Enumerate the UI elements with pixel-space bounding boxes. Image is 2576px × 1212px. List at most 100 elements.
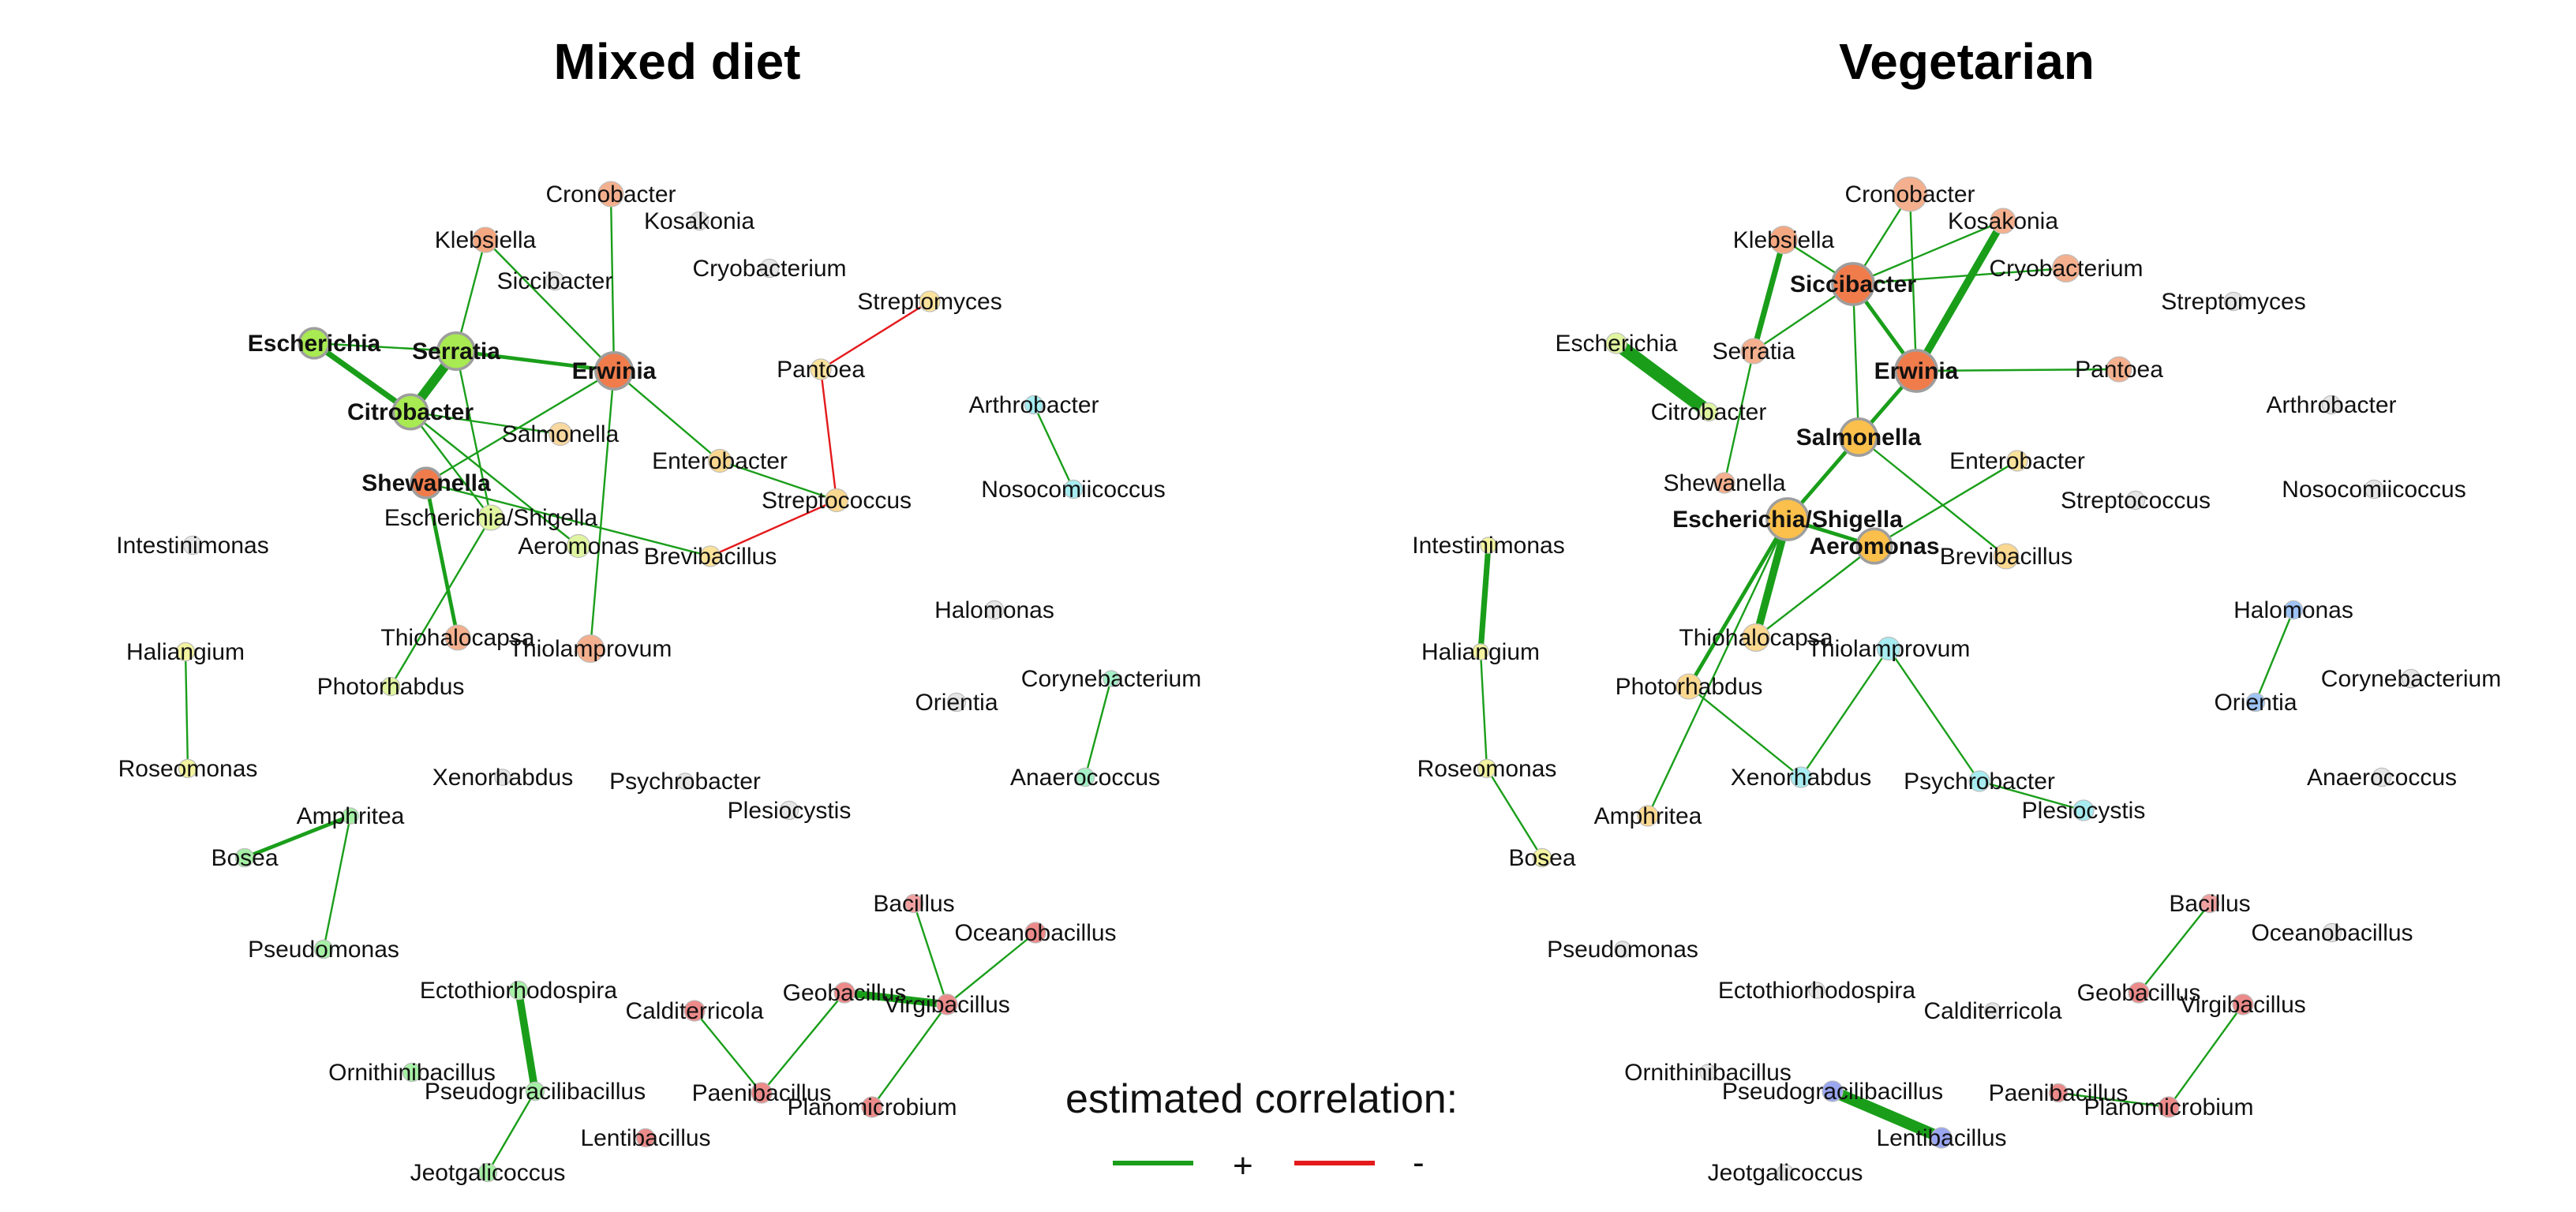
node-kosakonia: Kosakonia	[1948, 208, 2058, 234]
node-label: Klebsiella	[1733, 227, 1835, 253]
node-circle	[1742, 623, 1771, 652]
node-circle	[1103, 670, 1120, 687]
node-circle	[2372, 767, 2392, 787]
node-label: Geobacillus	[783, 980, 907, 1006]
node-circle	[1637, 805, 1659, 827]
node-geobacillus: Geobacillus	[783, 980, 907, 1006]
node-pseudomonas: Pseudomonas	[1547, 937, 1698, 963]
node-thiolamprovum: Thiolamprovum	[1807, 636, 1971, 662]
node-escherichia: Escherichia	[1555, 331, 1677, 357]
node-circle	[2125, 490, 2146, 511]
node-circle	[597, 181, 624, 208]
node-aeromonas: Aeromonas	[1809, 527, 1940, 565]
node-virgibacillus: Virgibacillus	[2180, 992, 2306, 1018]
node-enterobacter: Enterobacter	[1949, 448, 2085, 474]
node-label: Amphritea	[1594, 803, 1702, 829]
node-circle	[2200, 893, 2220, 914]
node-streptococcus: Streptococcus	[762, 488, 912, 514]
node-circle	[477, 504, 504, 531]
node-circle	[1698, 402, 1719, 422]
node-label: Psychrobacter	[609, 769, 761, 795]
node-label: Jeotgalicoccus	[410, 1160, 566, 1186]
node-streptomyces: Streptomyces	[857, 289, 1002, 315]
node-circle	[904, 893, 924, 914]
edge-aeromonas-thiohalocapsa	[1754, 544, 1876, 639]
node-circle	[1063, 479, 1084, 499]
node-label: Serratia	[412, 339, 500, 365]
node-circle	[1532, 847, 1552, 868]
node-circle	[402, 1062, 422, 1083]
node-lentibacillus: Lentibacillus	[1876, 1125, 2006, 1151]
node-label: Nosocomiicoccus	[2282, 477, 2466, 503]
node-circle	[1777, 1164, 1794, 1181]
edge-klebsiella-serratia	[1750, 237, 1787, 354]
node-label: Salmonella	[502, 421, 620, 447]
edge-pantoea-streptococcus	[819, 368, 838, 502]
node-circle	[707, 448, 732, 473]
node-circle	[2401, 668, 2421, 689]
node-circle	[525, 1081, 545, 1102]
node-ectothiorhodospira: Ectothiorhodospira	[1718, 978, 1915, 1004]
node-erwinia: Erwinia	[1874, 349, 1959, 393]
node-label: Streptococcus	[762, 488, 912, 514]
node-label: Anaerococcus	[1010, 765, 1160, 791]
node-label: Escherichia	[248, 331, 381, 357]
node-pantoea: Pantoea	[2075, 356, 2163, 383]
panel-title-mixed-diet: Mixed diet	[554, 33, 801, 90]
node-label: Paenibacillus	[1989, 1080, 2129, 1106]
node-circle	[1480, 537, 1497, 554]
node-label: Orientia	[2214, 690, 2297, 716]
node-circle	[1605, 332, 1627, 354]
node-streptomyces: Streptomyces	[2161, 289, 2305, 315]
node-salmonella: Salmonella	[1796, 417, 1922, 457]
node-circle	[1676, 673, 1702, 700]
node-label: Thiolamprovum	[509, 636, 672, 662]
edge-haliangium-roseomonas	[184, 650, 189, 770]
node-cronobacter: Cronobacter	[1844, 176, 1975, 212]
node-circle	[1790, 766, 1812, 788]
node-circle	[1993, 543, 2020, 570]
node-arthrobacter: Arthrobacter	[2266, 392, 2396, 418]
node-thiohalocapsa: Thiohalocapsa	[380, 624, 535, 651]
node-escherichia-shigella: Escherichia/Shigella	[1672, 497, 1903, 541]
node-label: Haliangium	[1421, 639, 1540, 665]
edge-thiolamprovum-psychrobacter	[1887, 647, 1981, 783]
node-label: Brevibacillus	[1940, 544, 2072, 570]
node-label: Oceanobacillus	[954, 920, 1116, 946]
legend-title: estimated correlation:	[1065, 1076, 1458, 1122]
node-ornithinibacillus: Ornithinibacillus	[328, 1060, 496, 1086]
node-circle	[759, 258, 780, 279]
node-circle	[1769, 226, 1799, 255]
node-label: Psychrobacter	[1904, 769, 2055, 795]
node-circle	[1614, 941, 1631, 958]
node-circle	[699, 545, 721, 567]
node-circle	[2106, 356, 2132, 383]
node-orientia: Orientia	[2214, 690, 2297, 716]
edge-citrobacter-escherichia-shigella	[409, 410, 492, 519]
node-geobacillus: Geobacillus	[2077, 980, 2201, 1006]
node-label: Ectothiorhodospira	[1718, 978, 1915, 1004]
node-roseomonas: Roseomonas	[1417, 756, 1557, 782]
node-planomicrobium: Planomicrobium	[787, 1094, 957, 1120]
node-label: Corynebacterium	[2321, 666, 2501, 692]
edge-escherichia-shigella-amphritea	[1646, 518, 1789, 817]
node-label: Citrobacter	[1651, 399, 1767, 425]
edge-pantoea-streptomyces	[819, 300, 931, 371]
node-cryobacterium: Cryobacterium	[692, 256, 846, 282]
node-pseudomonas: Pseudomonas	[248, 937, 399, 963]
node-nosocomiicoccus: Nosocomiicoccus	[2282, 477, 2466, 503]
node-klebsiella: Klebsiella	[435, 226, 537, 253]
node-label: Citrobacter	[347, 399, 474, 425]
node-intestinimonas: Intestinimonas	[1412, 533, 1564, 559]
node-ectothiorhodospira: Ectothiorhodospira	[420, 978, 617, 1004]
node-label: Xenorhabdus	[432, 765, 573, 791]
node-circle	[298, 327, 331, 360]
node-circle	[2283, 600, 2304, 620]
node-label: Escherichia/Shigella	[384, 505, 597, 531]
node-circle	[683, 1000, 706, 1022]
node-circle	[436, 331, 476, 371]
node-calditerricola: Calditerricola	[1923, 998, 2061, 1024]
node-label: Cronobacter	[1844, 181, 1975, 208]
node-circle	[575, 634, 605, 663]
node-enterobacter: Enterobacter	[652, 448, 788, 474]
